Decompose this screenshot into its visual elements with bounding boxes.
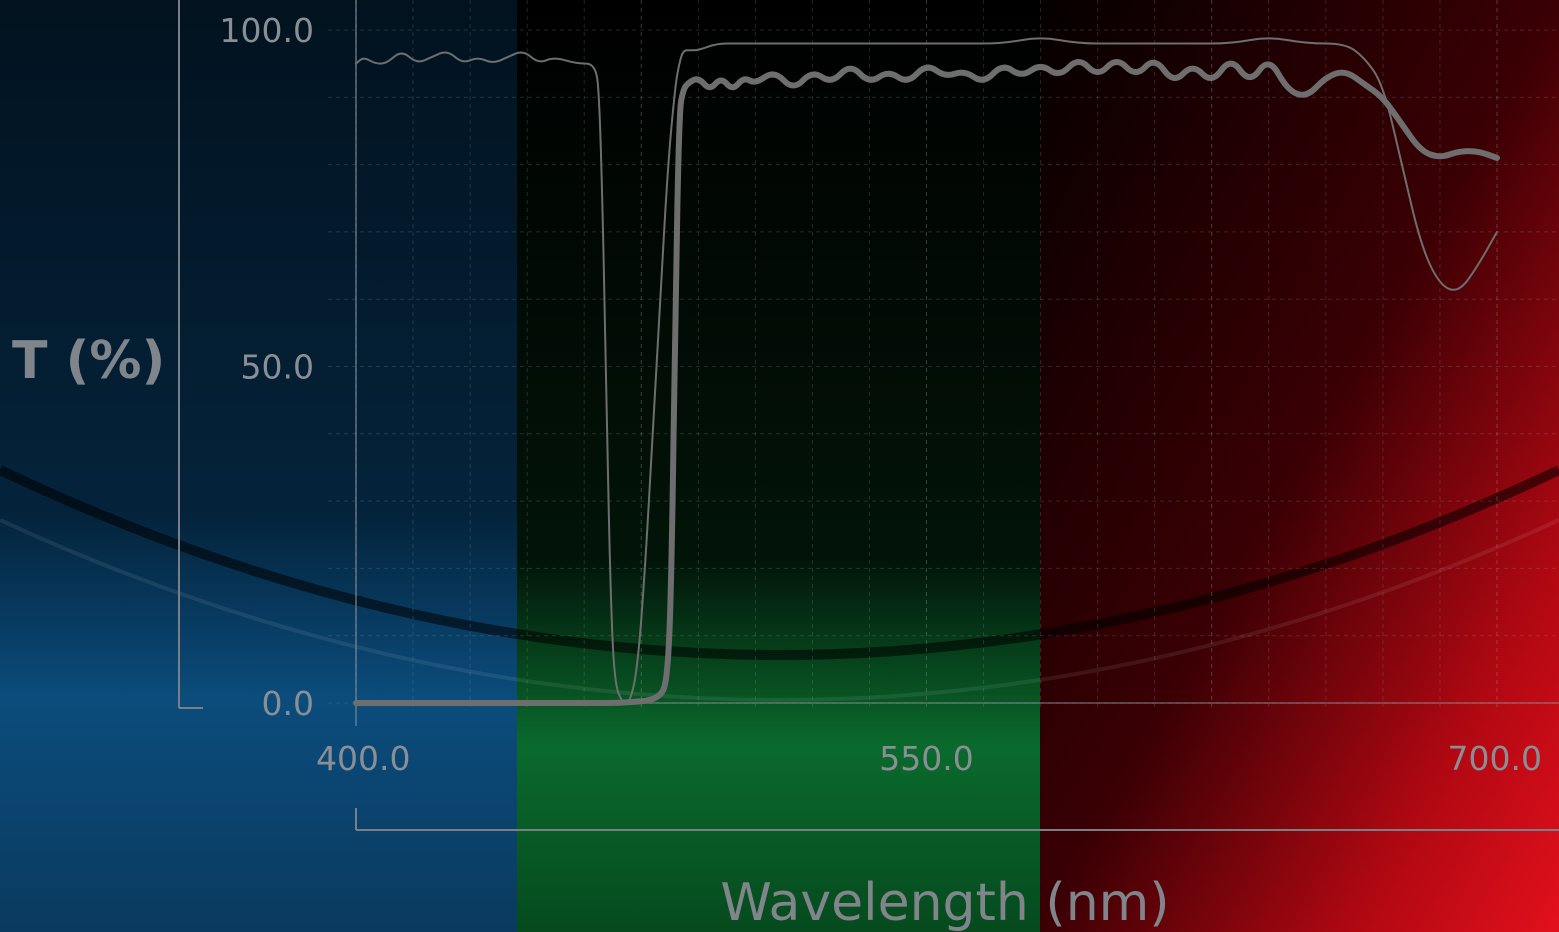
x-tick-label: 400.0 (316, 739, 410, 778)
series-line-thin (355, 37, 1498, 704)
band-blue (0, 0, 517, 932)
y-tick-label: 0.0 (262, 684, 314, 723)
chart-series (353, 37, 1500, 707)
chart-labels: T (%) Wavelength (nm) 0.0 50.0 100.0 400.0 5… (12, 11, 1542, 932)
lens-rim (0, 465, 1559, 660)
x-tick-label: 550.0 (879, 739, 973, 778)
y-tick-label: 100.0 (220, 11, 314, 50)
chart-axes (178, 0, 1559, 831)
series-line-thick (353, 58, 1500, 707)
y-axis-title: T (%) (12, 331, 165, 391)
band-green (517, 0, 1040, 932)
x-tick-label: 700.0 (1448, 739, 1542, 778)
band-red (1040, 0, 1559, 932)
y-tick-label: 50.0 (241, 348, 314, 387)
x-axis-title: Wavelength (nm) (720, 873, 1169, 932)
lens-rim-highlight (0, 518, 1559, 702)
